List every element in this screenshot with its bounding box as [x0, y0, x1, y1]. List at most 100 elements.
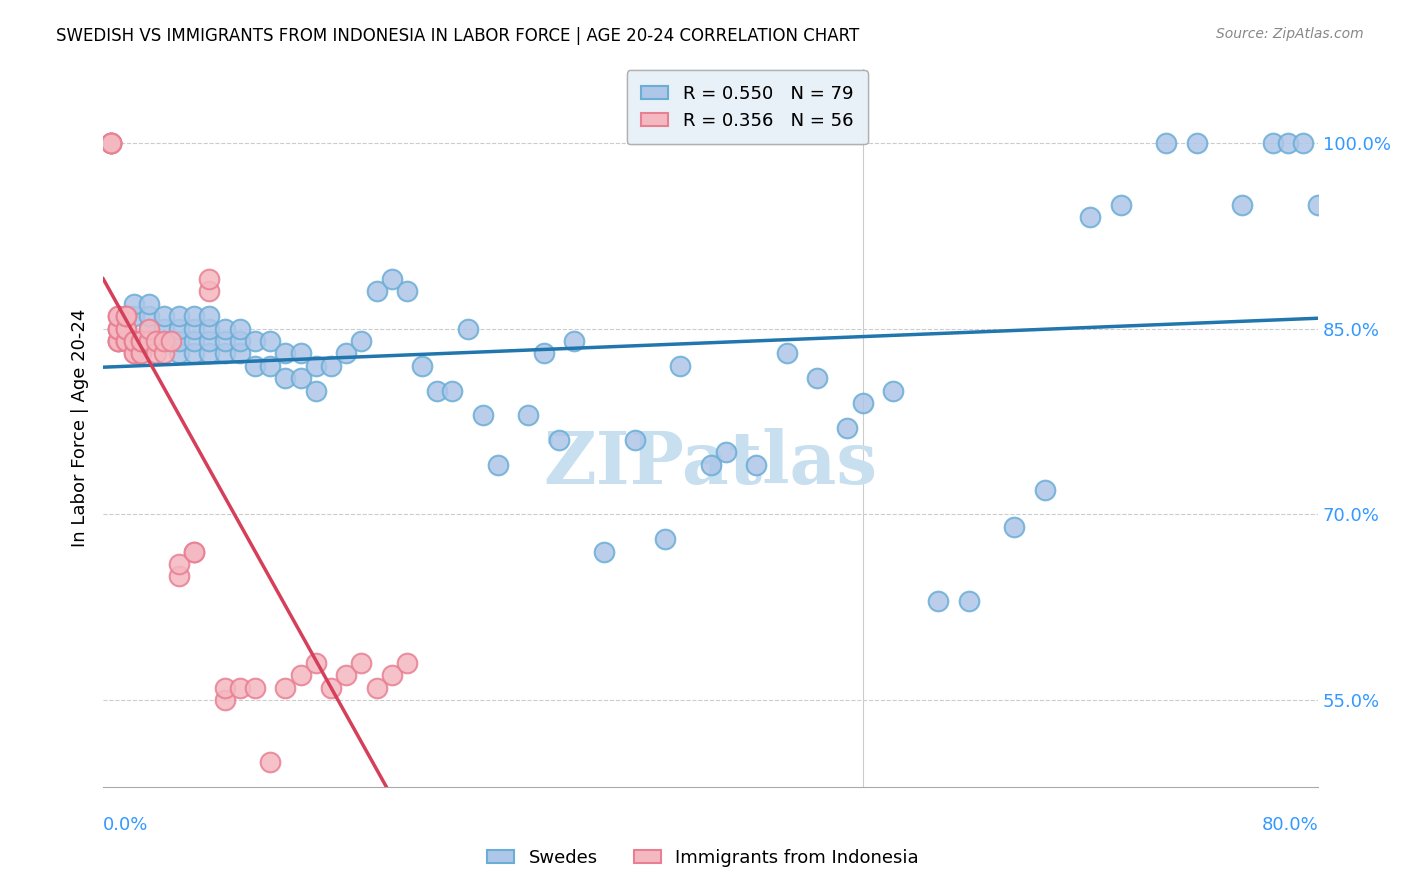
Point [259, 334, 281, 348]
Point [115, 334, 138, 348]
Point [319, 681, 342, 695]
Point [1109, 198, 1132, 212]
Point [107, 334, 129, 348]
Point [319, 359, 342, 373]
Point [957, 594, 980, 608]
Point [214, 346, 236, 360]
Point [214, 681, 236, 695]
Point [229, 321, 252, 335]
Point [457, 321, 479, 335]
Point [167, 569, 190, 583]
Point [100, 136, 122, 150]
Point [214, 334, 236, 348]
Point [198, 285, 221, 299]
Point [350, 334, 373, 348]
Point [775, 346, 797, 360]
Point [335, 346, 357, 360]
Point [153, 334, 176, 348]
Point [100, 136, 122, 150]
Point [122, 346, 145, 360]
Point [366, 285, 388, 299]
Point [699, 458, 721, 472]
Point [806, 371, 828, 385]
Point [167, 346, 190, 360]
Point [381, 668, 404, 682]
Point [669, 359, 692, 373]
Point [100, 136, 122, 150]
Point [153, 334, 176, 348]
Point [290, 668, 312, 682]
Point [198, 334, 221, 348]
Point [381, 272, 404, 286]
Point [350, 656, 373, 670]
Point [167, 557, 190, 571]
Point [593, 544, 616, 558]
Point [517, 409, 540, 423]
Point [122, 334, 145, 348]
Point [290, 346, 312, 360]
Point [486, 458, 509, 472]
Point [290, 371, 312, 385]
Point [138, 297, 160, 311]
Point [183, 544, 205, 558]
Point [243, 681, 266, 695]
Point [198, 310, 221, 324]
Point [305, 656, 328, 670]
Point [1185, 136, 1208, 150]
Point [138, 334, 160, 348]
Point [714, 445, 737, 459]
Point [411, 359, 433, 373]
Point [107, 321, 129, 335]
Point [654, 532, 676, 546]
Point [214, 321, 236, 335]
Point [107, 334, 129, 348]
Point [305, 359, 328, 373]
Point [533, 346, 555, 360]
Point [122, 297, 145, 311]
Point [122, 334, 145, 348]
Text: SWEDISH VS IMMIGRANTS FROM INDONESIA IN LABOR FORCE | AGE 20-24 CORRELATION CHAR: SWEDISH VS IMMIGRANTS FROM INDONESIA IN … [56, 27, 859, 45]
Point [183, 321, 205, 335]
Point [441, 384, 464, 398]
Point [167, 334, 190, 348]
Point [115, 321, 138, 335]
Point [153, 346, 176, 360]
Point [562, 334, 585, 348]
Point [198, 346, 221, 360]
Point [471, 409, 494, 423]
Point [129, 346, 152, 360]
Point [927, 594, 949, 608]
Point [129, 334, 152, 348]
Point [115, 334, 138, 348]
Point [145, 334, 167, 348]
Point [100, 136, 122, 150]
Point [547, 433, 569, 447]
Point [138, 310, 160, 324]
Point [229, 681, 252, 695]
Point [623, 433, 645, 447]
Point [395, 656, 418, 670]
Text: 0.0%: 0.0% [103, 815, 149, 834]
Point [122, 334, 145, 348]
Point [167, 321, 190, 335]
Point [167, 310, 190, 324]
Point [129, 334, 152, 348]
Point [1154, 136, 1177, 150]
Point [183, 346, 205, 360]
Point [229, 346, 252, 360]
Point [1230, 198, 1253, 212]
Point [183, 544, 205, 558]
Point [837, 421, 859, 435]
Point [107, 310, 129, 324]
Point [138, 321, 160, 335]
Point [115, 310, 138, 324]
Point [1308, 198, 1330, 212]
Point [395, 285, 418, 299]
Point [274, 346, 297, 360]
Point [138, 334, 160, 348]
Point [1078, 210, 1101, 224]
Point [882, 384, 904, 398]
Point [107, 321, 129, 335]
Point [851, 396, 873, 410]
Point [366, 681, 388, 695]
